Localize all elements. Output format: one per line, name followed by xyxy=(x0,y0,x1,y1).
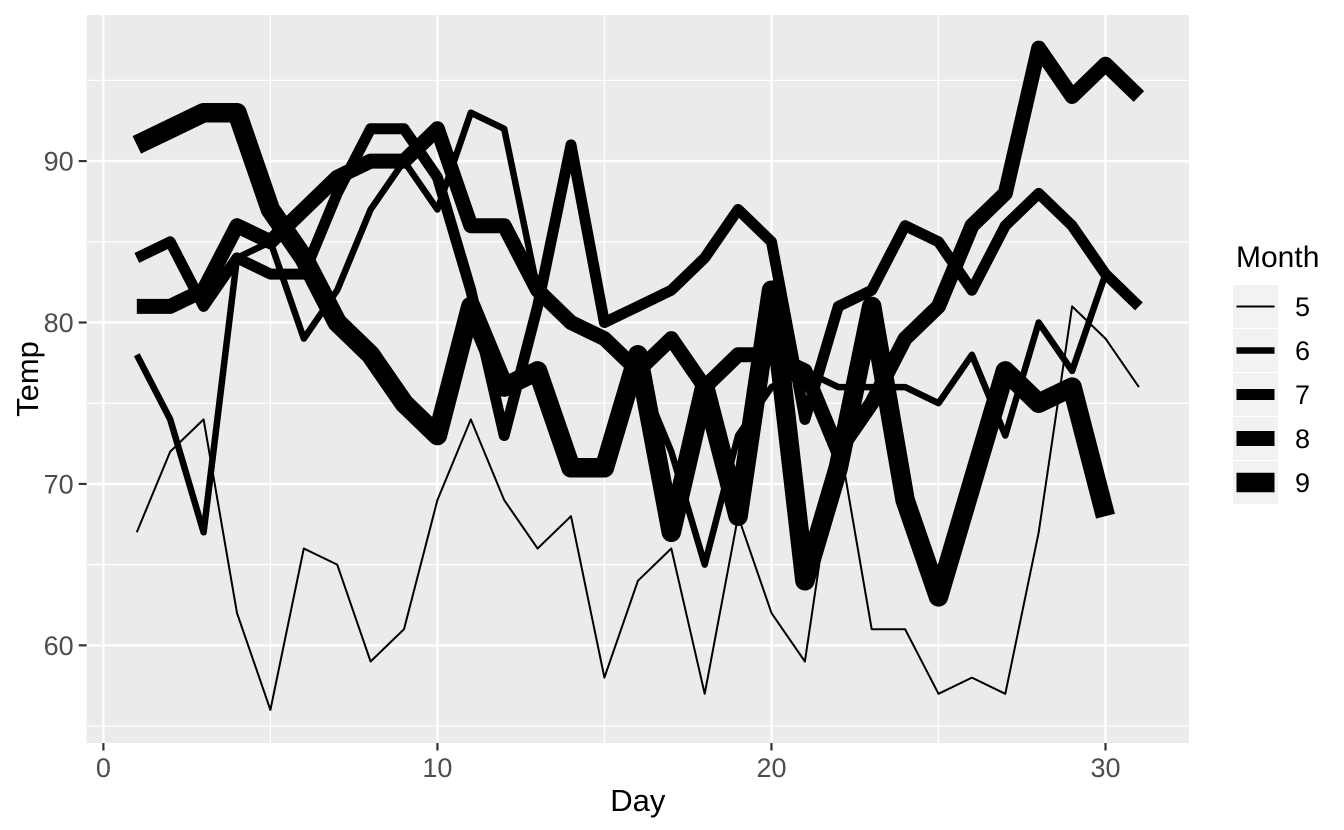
legend-label-6: 6 xyxy=(1295,336,1310,366)
series-line-month-9 xyxy=(132,102,1115,607)
legend-label-7: 7 xyxy=(1295,380,1310,410)
x-tick-label: 10 xyxy=(422,753,452,783)
x-tick-label: 0 xyxy=(96,753,111,783)
legend-title: Month xyxy=(1236,241,1319,274)
y-tick-label: 60 xyxy=(44,631,74,661)
y-tick-label: 80 xyxy=(44,308,74,338)
x-axis-title: Day xyxy=(610,783,666,818)
legend: Month 5 6 7 8 9 xyxy=(1233,241,1319,504)
legend-label-9: 9 xyxy=(1295,468,1310,498)
y-tick-label: 90 xyxy=(44,147,74,177)
series-line-month-5 xyxy=(135,305,1140,711)
x-tick-label: 30 xyxy=(1090,753,1120,783)
y-axis-title: Temp xyxy=(10,341,45,417)
x-tick-label: 20 xyxy=(756,753,786,783)
y-tick-label: 70 xyxy=(44,469,74,499)
legend-label-5: 5 xyxy=(1295,292,1310,322)
legend-label-8: 8 xyxy=(1295,424,1310,454)
